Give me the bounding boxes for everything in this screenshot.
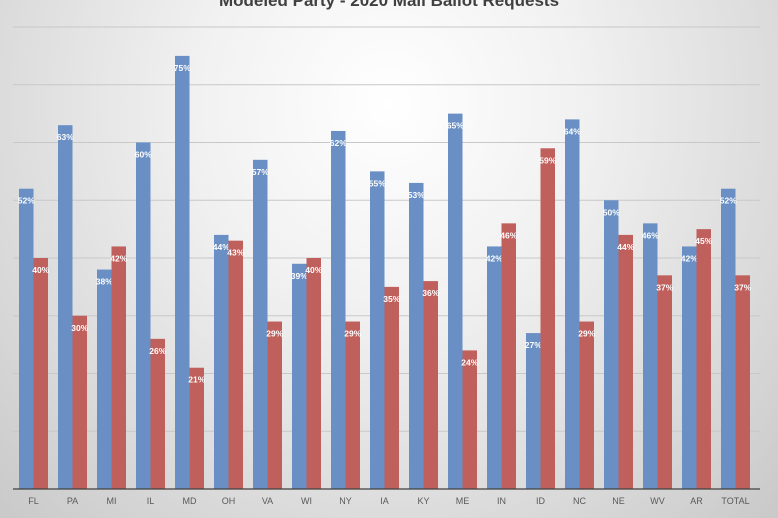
x-tick-label: TOTAL (721, 496, 749, 506)
data-label: 40% (32, 265, 49, 275)
x-tick-label: AR (690, 496, 703, 506)
data-label: 65% (447, 121, 464, 131)
x-tick-label: MD (183, 496, 197, 506)
x-tick-label: WV (650, 496, 665, 506)
bar-fl-series-1 (19, 188, 34, 489)
data-label: 40% (305, 265, 322, 275)
bar-pa-series-2 (72, 315, 87, 489)
bar-md-series-2 (189, 367, 204, 489)
x-tick-label: ID (536, 496, 546, 506)
bar-wi-series-1 (292, 263, 307, 489)
data-label: 26% (149, 346, 166, 356)
bar-total-series-2 (735, 275, 750, 489)
bar-il-series-1 (136, 142, 151, 489)
data-label: 29% (578, 329, 595, 339)
bar-nc-series-1 (565, 119, 580, 490)
data-label: 42% (681, 253, 698, 263)
bar-me-series-1 (448, 113, 463, 489)
data-label: 46% (642, 230, 659, 240)
data-label: 63% (57, 132, 74, 142)
data-label: 55% (369, 178, 386, 188)
data-label: 53% (408, 190, 425, 200)
bar-wv-series-1 (643, 223, 658, 489)
x-tick-label: NC (573, 496, 586, 506)
bar-ne-series-2 (618, 234, 633, 489)
x-tick-label: PA (67, 496, 78, 506)
data-label: 24% (461, 357, 478, 367)
bar-oh-series-1 (214, 234, 229, 489)
x-tick-label: NE (612, 496, 625, 506)
data-label: 39% (291, 271, 308, 281)
x-tick-label: OH (222, 496, 236, 506)
data-label: 50% (603, 207, 620, 217)
data-label: 52% (18, 196, 35, 206)
bar-ne-series-1 (604, 200, 619, 489)
data-label: 45% (695, 236, 712, 246)
bar-ky-series-2 (423, 281, 438, 489)
data-label: 43% (227, 248, 244, 258)
bar-ny-series-1 (331, 130, 346, 489)
data-label: 52% (720, 196, 737, 206)
bar-me-series-2 (462, 350, 477, 489)
bar-nc-series-2 (579, 321, 594, 489)
bar-wv-series-2 (657, 275, 672, 489)
x-tick-label: IL (147, 496, 155, 506)
bar-fl-series-2 (33, 258, 48, 489)
data-label: 59% (539, 155, 556, 165)
data-label: 29% (344, 329, 361, 339)
data-label: 42% (110, 253, 127, 263)
x-tick-label: ME (456, 496, 470, 506)
data-label: 44% (213, 242, 230, 252)
bar-oh-series-2 (228, 240, 243, 489)
data-label: 62% (330, 138, 347, 148)
x-tick-label: VA (262, 496, 273, 506)
bar-ia-series-2 (384, 286, 399, 489)
bar-total-series-1 (721, 188, 736, 489)
bar-id-series-1 (526, 333, 541, 489)
bar-in-series-1 (487, 246, 502, 489)
bar-va-series-1 (253, 159, 268, 489)
x-tick-label: IN (497, 496, 506, 506)
bar-ar-series-2 (696, 229, 711, 489)
bar-mi-series-2 (111, 246, 126, 489)
data-label: 64% (564, 126, 581, 136)
bar-ia-series-1 (370, 171, 385, 489)
x-tick-label: WI (301, 496, 312, 506)
bar-wi-series-2 (306, 258, 321, 489)
data-label: 38% (96, 277, 113, 287)
data-label: 36% (422, 288, 439, 298)
data-label: 21% (188, 375, 205, 385)
data-label: 29% (266, 329, 283, 339)
bar-ny-series-2 (345, 321, 360, 489)
bar-mi-series-1 (97, 269, 112, 489)
bar-id-series-2 (540, 148, 555, 489)
bar-ky-series-1 (409, 182, 424, 490)
data-label: 75% (174, 63, 191, 73)
bar-in-series-2 (501, 223, 516, 489)
x-tick-label: MI (107, 496, 117, 506)
bar-va-series-2 (267, 321, 282, 489)
bar-il-series-2 (150, 338, 165, 489)
data-label: 57% (252, 167, 269, 177)
data-label: 37% (656, 282, 673, 292)
data-label: 42% (486, 253, 503, 263)
bar-ar-series-1 (682, 246, 697, 489)
data-label: 46% (500, 230, 517, 240)
data-label: 35% (383, 294, 400, 304)
bar-md-series-1 (175, 55, 190, 489)
data-label: 37% (734, 282, 751, 292)
chart-title: Modeled Party - 2020 Mail Ballot Request… (218, 0, 560, 10)
x-tick-label: KY (417, 496, 429, 506)
bar-pa-series-1 (58, 125, 73, 490)
x-tick-label: NY (339, 496, 352, 506)
data-label: 44% (617, 242, 634, 252)
x-tick-label: FL (28, 496, 39, 506)
data-label: 60% (135, 150, 152, 160)
data-label: 30% (71, 323, 88, 333)
x-tick-label: IA (380, 496, 389, 506)
data-label: 27% (525, 340, 542, 350)
